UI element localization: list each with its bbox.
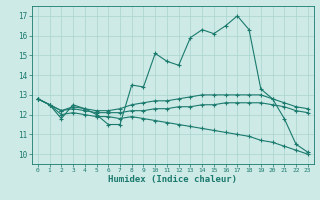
X-axis label: Humidex (Indice chaleur): Humidex (Indice chaleur)	[108, 175, 237, 184]
